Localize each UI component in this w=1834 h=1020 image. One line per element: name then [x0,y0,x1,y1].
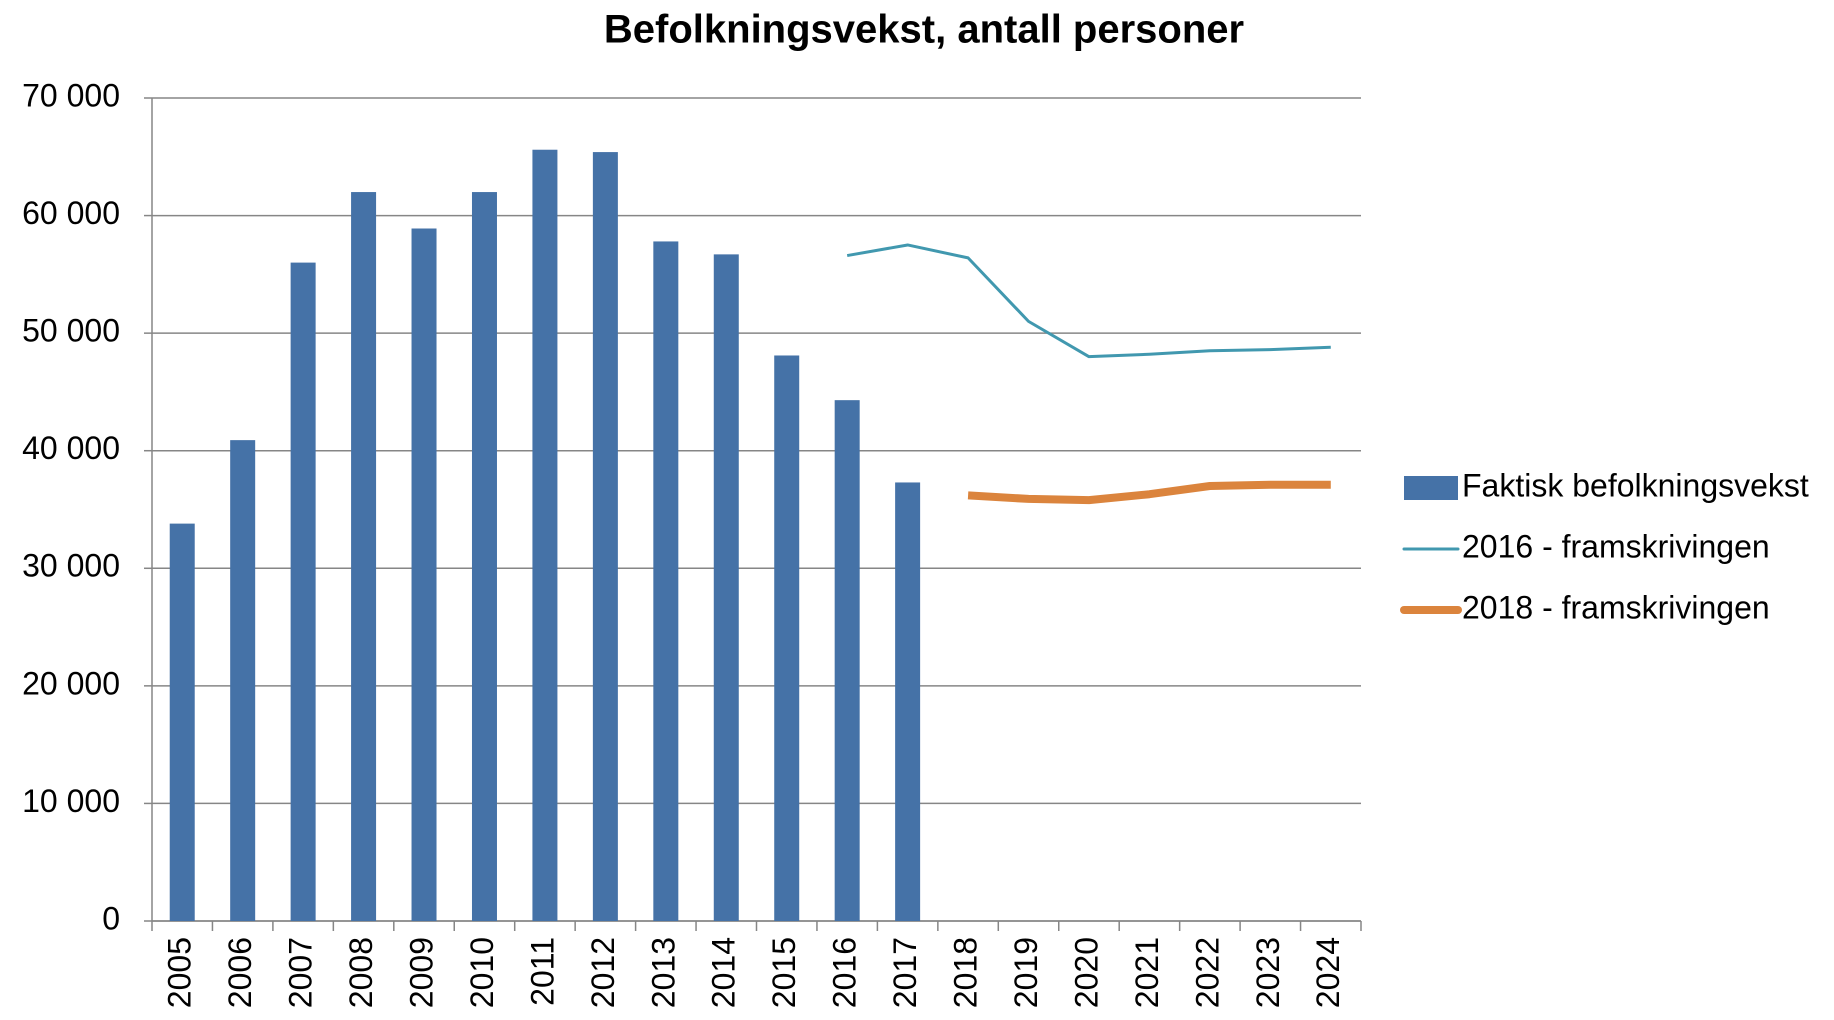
bar [290,262,316,922]
x-tick-label: 2021 [1129,937,1165,1008]
bar [532,149,558,921]
legend-label: Faktisk befolkningsvekst [1462,467,1809,503]
bar [592,152,618,921]
legend-swatch [1404,476,1458,500]
x-tick-label: 2024 [1310,937,1346,1008]
y-tick-label: 50 000 [22,313,120,349]
y-tick-label: 0 [102,900,120,936]
x-tick-label: 2009 [403,937,439,1008]
legend-label: 2018 - framskrivingen [1462,589,1770,625]
bar [895,482,921,921]
x-tick-label: 2019 [1008,937,1044,1008]
bar [230,440,256,921]
line [846,243,1331,359]
x-tick-label: 2016 [827,937,863,1008]
y-tick-label: 70 000 [22,77,120,113]
bar [834,400,860,921]
legend-label: 2016 - framskrivingen [1462,528,1770,564]
x-tick-label: 2017 [887,937,923,1008]
x-tick-label: 2008 [343,937,379,1008]
bar [713,254,739,921]
line [967,480,1331,505]
x-tick-label: 2023 [1250,937,1286,1008]
bar [169,523,195,921]
y-tick-label: 20 000 [22,665,120,701]
bar [351,192,377,922]
bar [411,228,437,922]
x-tick-label: 2010 [464,937,500,1008]
x-tick-label: 2011 [524,937,560,1006]
bar [653,241,679,922]
chart-title: Befolkningsvekst, antall personer [604,8,1244,52]
x-tick-label: 2007 [283,937,319,1008]
x-tick-label: 2015 [766,937,802,1008]
bar [471,192,497,922]
x-tick-label: 2018 [948,937,984,1008]
x-tick-label: 2005 [162,937,198,1008]
y-tick-label: 40 000 [22,430,120,466]
x-tick-label: 2012 [585,937,621,1008]
x-tick-label: 2014 [706,937,742,1008]
x-tick-label: 2022 [1189,937,1225,1008]
x-tick-label: 2013 [645,937,681,1008]
x-tick-label: 2006 [222,937,258,1008]
x-tick-label: 2020 [1068,937,1104,1008]
y-tick-label: 30 000 [22,548,120,584]
y-tick-label: 60 000 [22,195,120,231]
y-tick-label: 10 000 [22,783,120,819]
bar [774,355,800,921]
